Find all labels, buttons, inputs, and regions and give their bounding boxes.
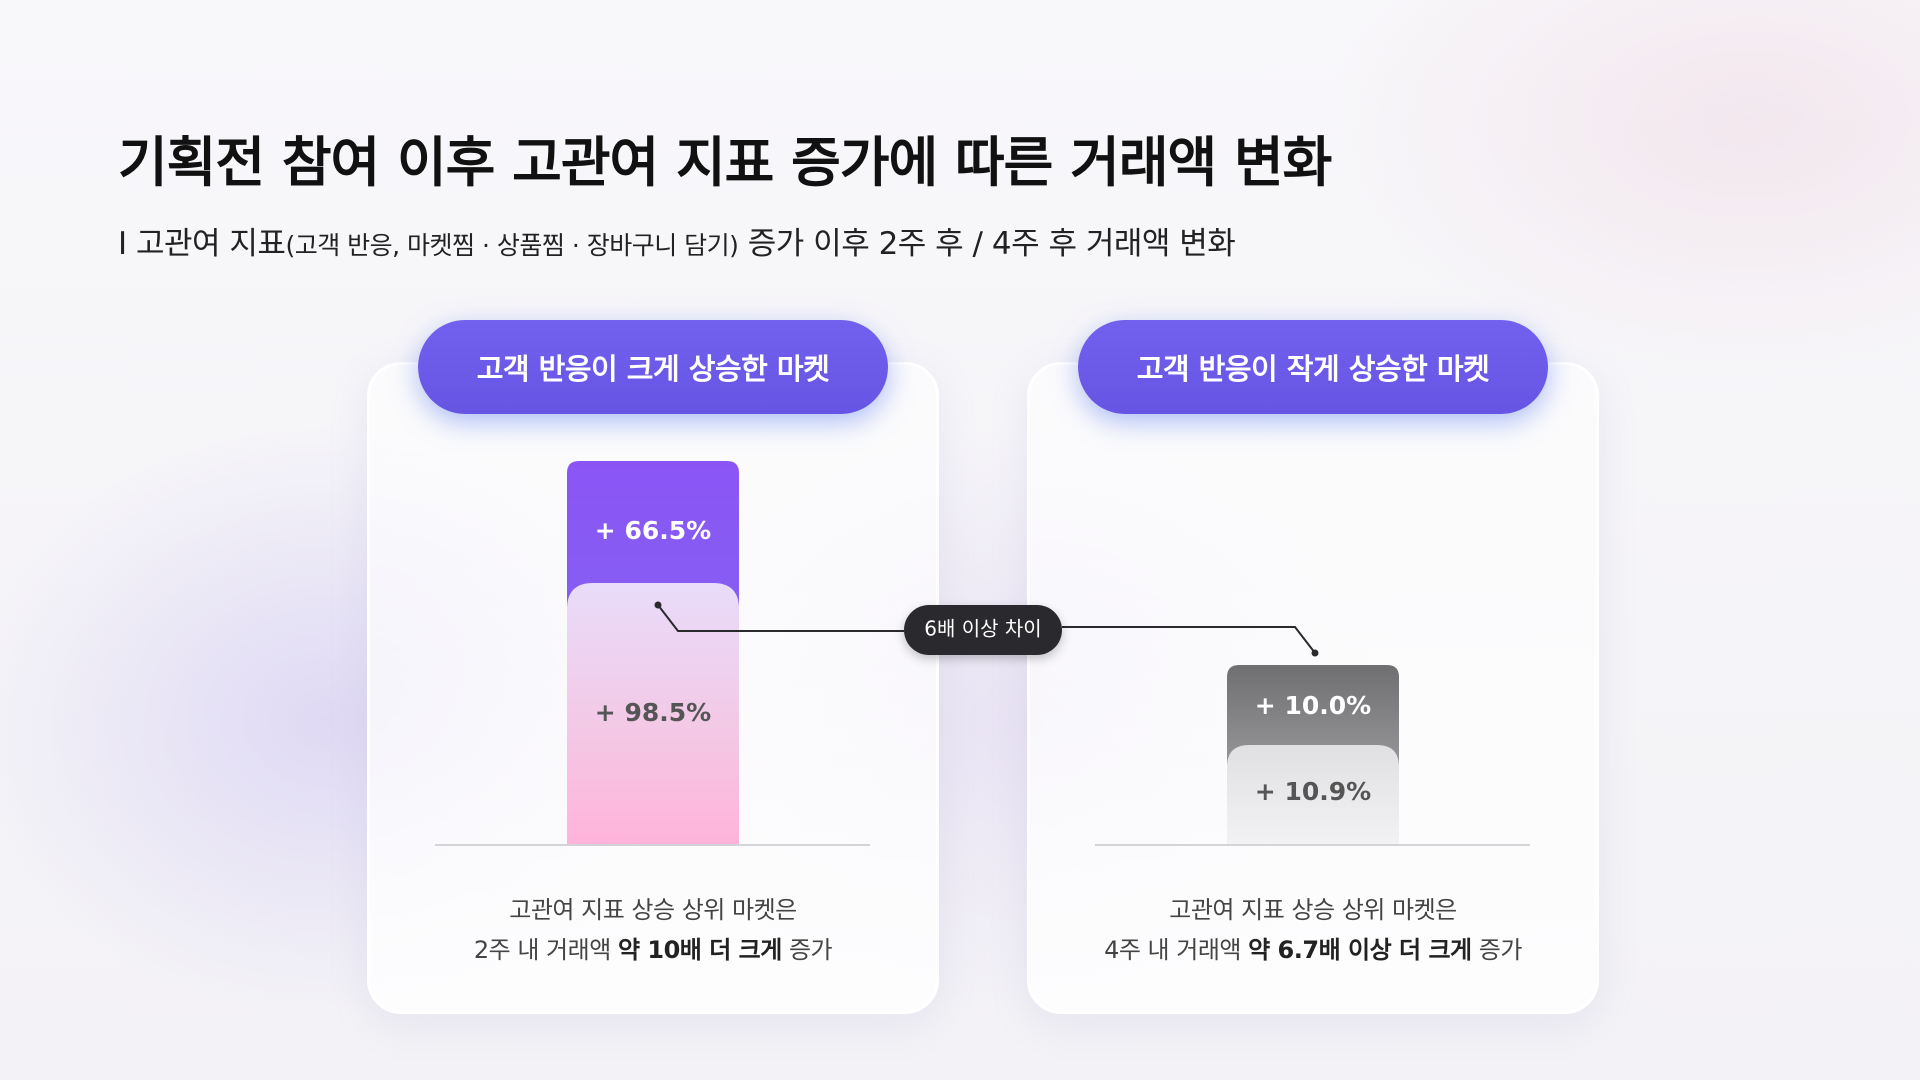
caption-prefix: 2주 내 거래액 bbox=[473, 936, 618, 964]
caption-prefix: 4주 내 거래액 bbox=[1104, 936, 1249, 964]
bar-low-4week bbox=[1227, 745, 1399, 844]
panel-label-low: 고객 반응이 작게 상승한 마켓 bbox=[1078, 320, 1548, 414]
panel-caption-low: 고관여 지표 상승 상위 마켓은 4주 내 거래액 약 6.7배 이상 더 크게… bbox=[1027, 890, 1599, 970]
connector-badge bbox=[904, 605, 1062, 655]
subtitle-lead: I 고관여 지표 bbox=[118, 226, 286, 262]
bar-high-4week bbox=[567, 583, 739, 844]
page-title: 기획전 참여 이후 고관여 지표 증가에 따른 거래액 변화 bbox=[118, 131, 1332, 194]
data-label-low-4week: + 10.9% bbox=[1255, 777, 1371, 806]
caption-highlight: 약 10배 더 크게 bbox=[617, 936, 782, 964]
caption-line2: 4주 내 거래액 약 6.7배 이상 더 크게 증가 bbox=[1027, 930, 1599, 970]
chart-baseline-high bbox=[435, 844, 870, 846]
connector-dot-right bbox=[1311, 649, 1319, 657]
chart-baseline-low bbox=[1095, 844, 1530, 846]
connector-badge-label: 6배 이상 차이 bbox=[924, 617, 1041, 641]
subtitle-tail: 증가 이후 2주 후 / 4주 후 거래액 변화 bbox=[738, 226, 1236, 262]
panel-caption-high: 고관여 지표 상승 상위 마켓은 2주 내 거래액 약 10배 더 크게 증가 bbox=[367, 890, 939, 970]
caption-highlight: 약 6.7배 이상 더 크게 bbox=[1248, 936, 1472, 964]
connector-dot-left bbox=[654, 601, 662, 609]
caption-line2: 2주 내 거래액 약 10배 더 크게 증가 bbox=[367, 930, 939, 970]
data-label-high-4week: + 98.5% bbox=[595, 698, 711, 727]
caption-suffix: 증가 bbox=[781, 936, 833, 964]
data-label-low-2week: + 10.0% bbox=[1255, 691, 1371, 720]
connector-line-left bbox=[657, 604, 904, 632]
data-label-high-2week: + 66.5% bbox=[595, 516, 711, 545]
subtitle-detail: (고객 반응, 마켓찜 · 상품찜 · 장바구니 담기) bbox=[285, 231, 739, 260]
caption-line1: 고관여 지표 상승 상위 마켓은 bbox=[1169, 896, 1457, 924]
caption-suffix: 증가 bbox=[1471, 936, 1523, 964]
panel-label-high: 고객 반응이 크게 상승한 마켓 bbox=[418, 320, 888, 414]
page-subtitle: I 고관여 지표(고객 반응, 마켓찜 · 상품찜 · 장바구니 담기) 증가 … bbox=[118, 218, 1236, 263]
connector-line-right bbox=[1062, 626, 1316, 654]
caption-line1: 고관여 지표 상승 상위 마켓은 bbox=[509, 896, 797, 924]
